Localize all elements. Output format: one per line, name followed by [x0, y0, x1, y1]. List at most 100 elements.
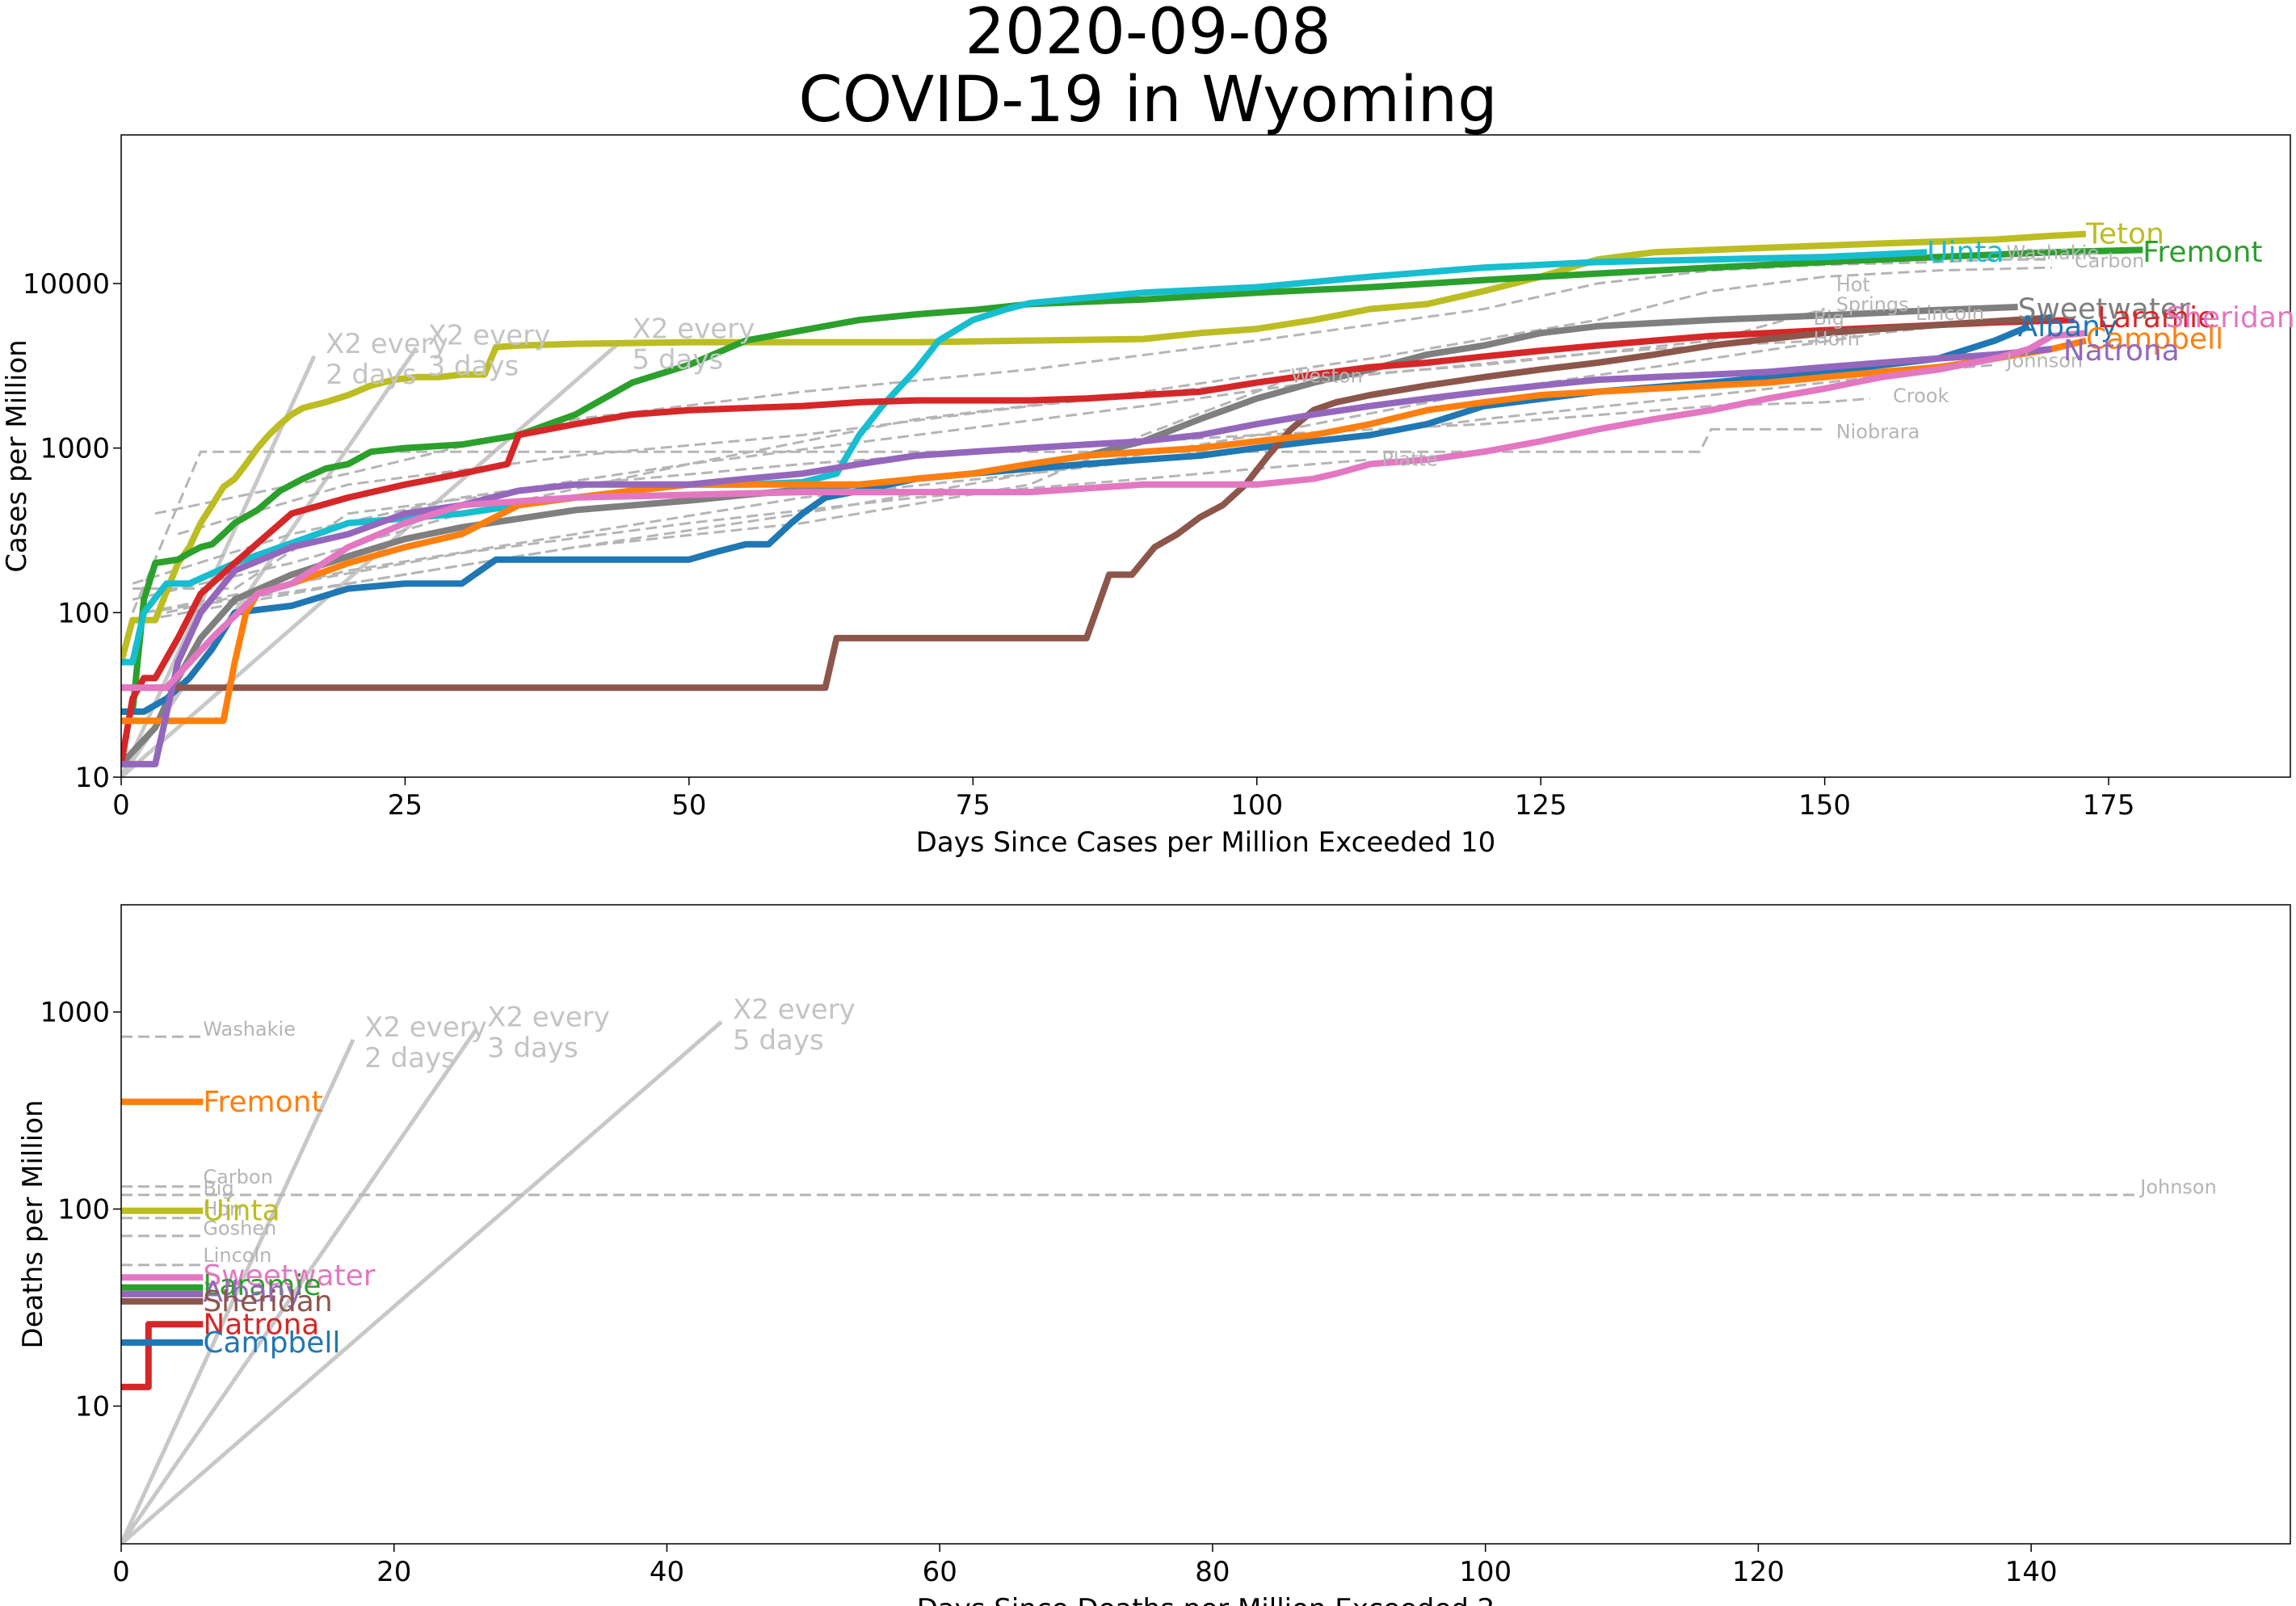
minor-label-horn: Horn	[203, 1197, 249, 1220]
minor-label-big: Big	[203, 1177, 233, 1200]
minor-label-washakie: Washakie	[2007, 242, 2100, 264]
series-line-natrona-6	[121, 1321, 204, 1390]
minor-series-line-niobrara	[131, 427, 1825, 613]
minor-series-line-weston	[143, 381, 1280, 622]
x-tick-label: 80	[1195, 1556, 1230, 1588]
series-label-sweetwater: Sweetwater	[2018, 292, 2190, 326]
doubling-label-line: 3 days	[487, 1032, 578, 1065]
series-label-natrona: Natrona	[203, 1308, 319, 1341]
y-tick-label: 100	[57, 597, 110, 629]
x-tick-label: 75	[956, 789, 990, 822]
series-label-sheridan: Sheridan	[203, 1285, 332, 1318]
series-label-laramie: Laramie	[2097, 301, 2215, 334]
x-tick-label: 175	[2083, 789, 2135, 822]
x-tick-label: 20	[376, 1556, 411, 1588]
y-tick-label: 1000	[40, 433, 110, 465]
series-label-laramie: Laramie	[203, 1269, 321, 1302]
x-tick-label: 120	[1732, 1556, 1785, 1588]
minor-label-johnson: Johnson	[2138, 1175, 2217, 1198]
x-axis-label: Days Since Cases per Million Exceeded 10	[916, 826, 1496, 859]
plot-frame	[120, 904, 2291, 1545]
minor-label-carbon: Carbon	[2075, 250, 2144, 272]
x-tick-label: 100	[1459, 1556, 1512, 1588]
series-label-albany: Albany	[2018, 310, 2118, 343]
doubling-label-3-days: X2 every 3 days	[487, 1002, 610, 1065]
series-label-teton: Teton	[2085, 218, 2164, 251]
series-label-campbell: Campbell	[2086, 323, 2223, 356]
series-label-sheridan: Sheridan	[2165, 301, 2294, 334]
minor-label-washakie: Washakie	[203, 1018, 296, 1041]
doubling-line-3-days	[121, 1028, 478, 1544]
minor-label-platte: Platte	[1381, 448, 1437, 471]
title-line-2: COVID-19 in Wyoming	[798, 64, 1497, 137]
doubling-label-2-days: X2 every 2 days	[364, 1011, 487, 1074]
series-label-campbell: Campbell	[203, 1326, 340, 1360]
series-label-fremont: Fremont	[203, 1086, 322, 1119]
y-tick-label: 100	[57, 1194, 110, 1226]
plot-frame	[120, 134, 2291, 778]
doubling-label-line: X2 every	[733, 994, 856, 1026]
plot-area	[121, 230, 2143, 777]
x-tick-label: 25	[388, 789, 423, 822]
doubling-label-line: 2 days	[326, 359, 417, 391]
series-line-sheridan-9	[121, 330, 2087, 692]
minor-label-carbon: Carbon	[203, 1166, 272, 1188]
x-tick-label: 50	[671, 789, 706, 822]
x-tick-label: 0	[112, 1556, 130, 1588]
minor-label-hot: Hot	[1836, 273, 1870, 296]
y-axis-label: Deaths per Million	[17, 1099, 49, 1348]
minor-label-lincoln: Lincoln	[1915, 302, 1984, 325]
y-tick-label: 10	[75, 762, 110, 794]
plot-area	[121, 1020, 2141, 1544]
doubling-line-2-days	[121, 1038, 355, 1544]
x-tick-label: 60	[923, 1556, 957, 1588]
doubling-line-5-days	[121, 1020, 723, 1544]
series-line-uinta-2	[121, 249, 1928, 666]
series-line-sheridan-6	[121, 314, 2053, 692]
doubling-label-line: X2 every	[427, 320, 550, 352]
y-tick-label: 10	[75, 1391, 110, 1423]
minor-label-johnson: Johnson	[2005, 350, 2084, 372]
minor-label-big: Big	[1814, 307, 1844, 330]
minor-series-line-washakie	[154, 258, 2052, 515]
minor-label-crook: Crook	[1893, 385, 1949, 407]
doubling-label-line: X2 every	[487, 1002, 610, 1034]
doubling-label-5-days: X2 every 5 days	[633, 313, 755, 376]
minor-label-niobrara: Niobrara	[1836, 420, 1920, 443]
doubling-label-line: X2 every	[326, 328, 448, 360]
y-tick-label: 1000	[40, 997, 110, 1029]
title-line-1: 2020-09-08	[965, 0, 1331, 69]
doubling-label-line: 2 days	[364, 1042, 456, 1074]
x-axis-label: Days Since Deaths per Million Exceeded 2	[917, 1593, 1495, 1606]
minor-label-springs: Springs	[1836, 293, 1909, 316]
x-tick-label: 0	[112, 789, 130, 822]
series-line-teton-0	[121, 230, 2087, 663]
y-tick-label: 10000	[23, 268, 110, 301]
series-label-fremont: Fremont	[2143, 236, 2262, 269]
series-line-albany-4	[121, 323, 2031, 715]
x-tick-label: 150	[1798, 789, 1851, 822]
series-line-fremont-1	[121, 246, 2143, 715]
series-label-natrona: Natrona	[2063, 334, 2180, 368]
series-label-sweetwater: Sweetwater	[203, 1259, 375, 1293]
series-label-albany: Albany	[203, 1276, 303, 1309]
minor-label-lincoln: Lincoln	[203, 1244, 271, 1267]
x-tick-label: 100	[1230, 789, 1283, 822]
y-axis-label: Cases per Million	[1, 339, 33, 573]
x-tick-label: 140	[2005, 1556, 2058, 1588]
doubling-label-5-days: X2 every 5 days	[733, 994, 856, 1057]
doubling-label-2-days: X2 every 2 days	[326, 328, 448, 391]
doubling-label-3-days: X2 every 3 days	[427, 320, 550, 383]
doubling-label-line: 3 days	[427, 351, 519, 383]
minor-label-goshen: Goshen	[203, 1217, 276, 1240]
doubling-label-line: X2 every	[633, 313, 755, 345]
series-line-laramie-5	[121, 317, 2075, 765]
series-label-uinta: Uinta	[1927, 236, 2004, 269]
x-tick-label: 40	[650, 1556, 684, 1588]
deaths-chart: 0 20 40 60 80 100 120 140 10 100 1000 Days Since De…	[17, 904, 2291, 1606]
doubling-label-line: 5 days	[633, 343, 724, 376]
minor-series-line-carbon	[132, 266, 2052, 601]
series-line-natrona-8	[121, 346, 2053, 767]
doubling-label-line: X2 every	[364, 1011, 487, 1044]
